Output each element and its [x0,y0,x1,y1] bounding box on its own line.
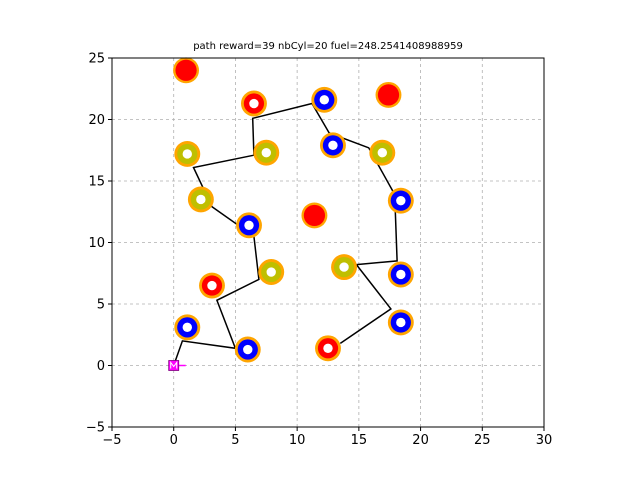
cylinder-olive-visited-dot [196,194,206,205]
cylinder-olive-visited-dot [182,149,192,159]
y-tick-label: 0 [97,359,105,374]
x-tick-label: 5 [231,433,239,448]
cylinder-red [303,204,326,227]
start-layer [168,360,186,371]
cylinders-layer [173,57,414,363]
x-tick-label: 0 [170,433,178,448]
cylinder-blue-visited-dot [182,322,192,333]
cylinder-blue-visited-dot [319,95,329,105]
y-tick-label: 15 [88,175,105,190]
grid [111,57,545,428]
ticks: −5 0 5 10 15 20 25 30 −5 0 5 10 15 20 25 [86,52,552,449]
cylinder-red [175,59,197,81]
x-tick-label: 10 [289,433,306,448]
y-tick-label: −5 [86,421,105,436]
cylinder-red-visited-dot [207,280,217,291]
cylinder-blue-visited-dot [396,317,406,328]
path-line [172,102,398,366]
cylinder-red-visited-dot [323,343,333,353]
start-marker [168,360,180,371]
y-tick-label: 5 [97,298,105,313]
cylinder-blue-visited-dot [244,220,254,230]
cylinder-olive-visited-dot [266,267,276,277]
cylinder-blue-visited-dot [396,269,406,280]
x-tick-label: 15 [351,433,368,448]
x-tick-label: −5 [102,433,121,448]
cylinder-red [377,84,400,106]
y-tick-label: 10 [88,236,105,251]
cylinder-blue-visited-dot [243,344,253,355]
path-layer [172,102,398,366]
x-tick-label: 30 [536,433,553,448]
x-tick-label: 20 [412,433,429,448]
cylinder-blue-visited-dot [328,140,338,151]
x-tick-label: 25 [474,433,491,448]
cylinder-olive-visited-dot [377,148,387,158]
y-tick-label: 25 [88,52,105,67]
cylinder-blue-visited-dot [396,195,406,206]
cylinder-olive-visited-dot [339,262,349,272]
start-marker-glyph [170,361,178,369]
y-tick-label: 20 [88,113,105,128]
cylinder-red-visited-dot [249,98,259,109]
chart-title: path reward=39 nbCyl=20 fuel=248.2541408… [193,41,463,52]
cylinder-olive-visited-dot [261,148,271,158]
